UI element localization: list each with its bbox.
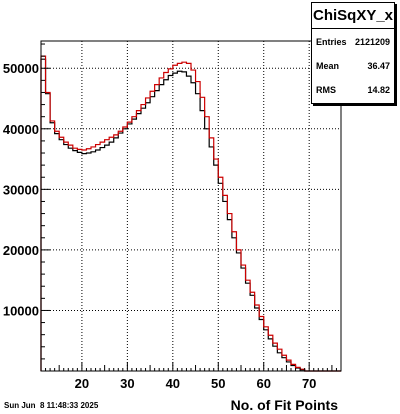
stats-key: Mean [316, 61, 340, 71]
x-tick-label: 60 [256, 376, 270, 391]
stats-title: ChiSqXY_x [312, 3, 394, 29]
stats-value: 14.82 [367, 85, 390, 95]
stats-key: RMS [316, 85, 336, 95]
x-tick-label: 30 [120, 376, 134, 391]
y-tick-label: 30000 [3, 182, 39, 197]
x-axis-label: No. of Fit Points [231, 397, 339, 413]
y-tick-label: 10000 [3, 303, 39, 318]
y-tick-label: 40000 [3, 122, 39, 137]
stats-key: Entries [316, 37, 347, 47]
stats-value: 2121209 [354, 37, 390, 47]
stats-row-mean: Mean 36.47 [312, 53, 394, 77]
x-tick-label: 50 [211, 376, 225, 391]
x-tick-label: 40 [166, 376, 180, 391]
stats-box: ChiSqXY_x Entries 2121209 Mean 36.47 RMS… [311, 2, 395, 104]
stats-row-entries: Entries 2121209 [312, 29, 394, 53]
timestamp: Sun Jun 8 11:48:33 2025 [4, 401, 99, 410]
x-tick-label: 20 [75, 376, 89, 391]
y-tick-label: 20000 [3, 243, 39, 258]
y-tick-label: 50000 [3, 61, 39, 76]
series-group [40, 55, 341, 372]
x-tick-label: 70 [302, 376, 316, 391]
stats-value: 36.47 [367, 61, 390, 71]
plot-area [41, 41, 341, 371]
stats-row-rms: RMS 14.82 [312, 77, 394, 101]
ticks: 20 30 40 50 60 70 10000 20000 30000 40000 50000 [3, 43, 342, 391]
histogram-series-2 [40, 55, 341, 372]
